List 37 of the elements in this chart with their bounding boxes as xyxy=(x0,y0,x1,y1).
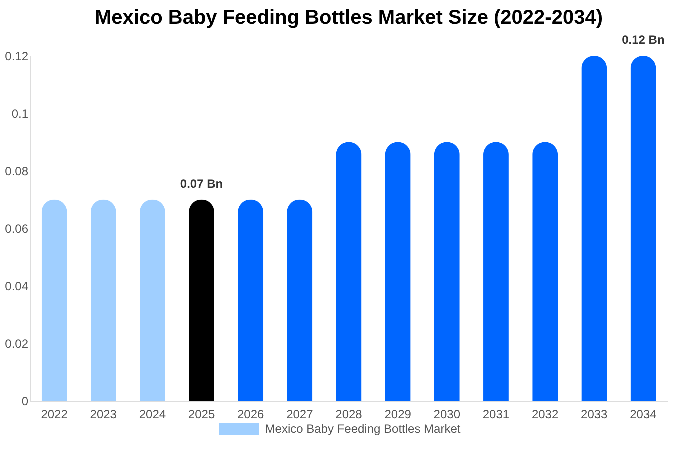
x-tick-label: 2033 xyxy=(581,408,608,422)
y-tick-label: 0.04 xyxy=(5,280,29,294)
bar xyxy=(140,200,166,401)
x-tick-label: 2034 xyxy=(630,408,658,422)
bar xyxy=(189,200,214,401)
bar xyxy=(90,200,116,401)
x-tick-label: 2030 xyxy=(434,408,461,422)
chart-title: Mexico Baby Feeding Bottles Market Size (2022-2034) xyxy=(95,7,603,29)
x-tick-label: 2032 xyxy=(532,408,559,422)
x-tick-label: 2028 xyxy=(336,408,363,422)
y-tick-label: 0.08 xyxy=(5,164,29,178)
y-tick-label: 0.02 xyxy=(5,337,29,351)
data-label: 0.07 Bn xyxy=(180,176,224,191)
x-tick-label: 2027 xyxy=(286,408,314,422)
x-tick-label: 2029 xyxy=(384,408,412,422)
x-tick-label: 2023 xyxy=(90,408,118,422)
legend-label: Mexico Baby Feeding Bottles Market xyxy=(265,422,461,436)
x-tick-label: 2026 xyxy=(237,408,265,422)
y-tick-label: 0.06 xyxy=(5,222,29,236)
bar xyxy=(532,142,558,401)
y-tick-label: 0.1 xyxy=(12,107,29,121)
bar xyxy=(434,142,460,401)
bar xyxy=(42,200,68,401)
bar xyxy=(336,142,362,401)
x-tick-label: 2022 xyxy=(41,408,68,422)
y-tick-label: 0.12 xyxy=(5,50,29,64)
x-tick-label: 2025 xyxy=(188,408,216,422)
x-tick-label: 2031 xyxy=(482,408,510,422)
y-tick-label: 0 xyxy=(22,394,29,408)
data-label: 0.12 Bn xyxy=(622,33,665,47)
bar xyxy=(630,56,656,401)
bar xyxy=(582,56,608,401)
bar xyxy=(385,142,411,401)
bar xyxy=(287,200,313,401)
x-tick-label: 2024 xyxy=(139,408,166,422)
bar xyxy=(238,200,264,401)
bar xyxy=(484,142,509,401)
